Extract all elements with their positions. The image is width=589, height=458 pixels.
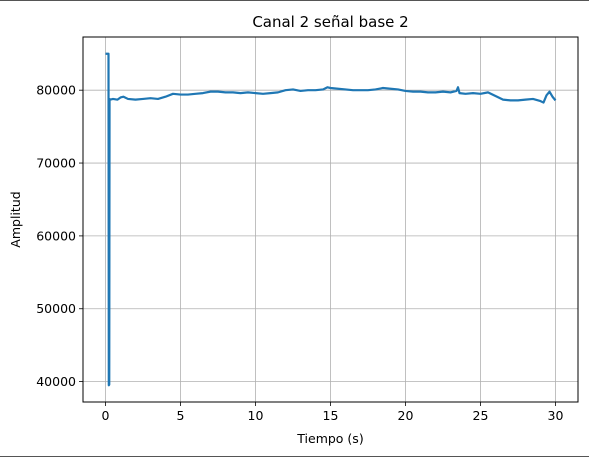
x-tick-label: 5: [177, 408, 185, 423]
y-axis-label: Amplitud: [8, 191, 23, 247]
y-tick-label: 60000: [36, 228, 76, 243]
y-tick-label: 40000: [36, 374, 76, 389]
window-bottom-border: [0, 456, 589, 457]
grid-lines: [83, 37, 578, 402]
y-tick-label: 80000: [36, 83, 76, 98]
y-tick-label: 70000: [36, 156, 76, 171]
window-top-border: [0, 0, 589, 1]
chart-title: Canal 2 señal base 2: [252, 13, 408, 31]
x-axis-label: Tiempo (s): [296, 431, 363, 446]
x-tick-label: 20: [398, 408, 414, 423]
y-tick-label: 50000: [36, 301, 76, 316]
x-tick-label: 15: [323, 408, 339, 423]
series-line: [105, 52, 557, 387]
x-tick-label: 0: [102, 408, 110, 423]
x-tick-label: 30: [548, 408, 564, 423]
x-tick-label: 10: [248, 408, 264, 423]
axis-ticks: 0 5 10 15 20 25 30 40000 50000 60000 70000 80000: [36, 83, 563, 423]
x-tick-label: 25: [473, 408, 489, 423]
series-layer: [105, 52, 557, 387]
